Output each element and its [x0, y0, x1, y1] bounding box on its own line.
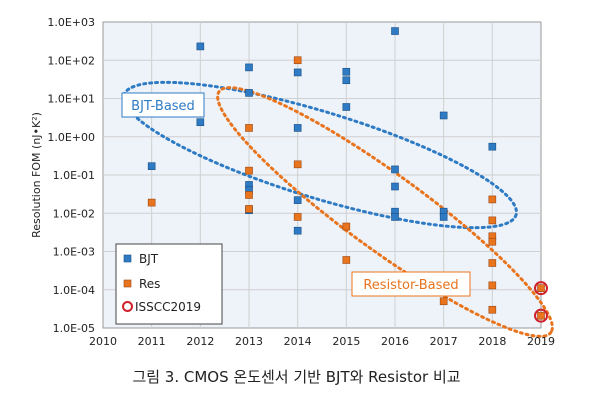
res-point	[293, 56, 302, 65]
bjt-point	[147, 162, 156, 170]
bjt-point	[391, 213, 399, 221]
x-tick-label: 2012	[186, 335, 214, 348]
y-tick-label: 1.0E+00	[47, 131, 95, 144]
bjt-point	[439, 111, 448, 120]
y-axis-label: Resolution FOM (nJ•K²)	[30, 112, 43, 238]
legend-res-swatch	[123, 279, 132, 288]
x-tick-label: 2010	[89, 335, 117, 348]
bjt-point	[439, 213, 448, 221]
bjt-point	[245, 63, 253, 72]
bjt-point	[293, 124, 302, 132]
res-point	[488, 237, 497, 246]
bjt-point	[293, 68, 302, 77]
x-tick-label: 2013	[235, 335, 263, 348]
bjt-point	[342, 76, 351, 85]
res-point	[488, 195, 497, 204]
resistor-based-label: Resistor-Based	[363, 278, 458, 293]
y-tick-label: 1.0E+01	[47, 93, 95, 106]
legend: BJT Res ISSCC2019	[115, 243, 223, 325]
x-tick-label: 2014	[284, 335, 312, 348]
y-tick-label: 1.0E-05	[53, 322, 95, 335]
res-point	[245, 191, 253, 199]
x-tick-label: 2018	[478, 335, 506, 348]
isscc2019-point-fill	[537, 311, 545, 320]
resolution-fom-chart: 2010 2011 2012 2013 2014 2015 2016 2017 2018 2019…	[30, 16, 555, 348]
y-tick-label: 1.0E-03	[53, 246, 95, 259]
legend-bjt-swatch	[123, 254, 132, 263]
bjt-point	[342, 103, 351, 111]
res-point	[488, 216, 497, 225]
x-tick-label: 2017	[430, 335, 458, 348]
legend-isscc-label: ISSCC2019	[135, 300, 201, 314]
res-point	[245, 205, 253, 213]
data-points	[147, 27, 548, 323]
bjt-point	[196, 118, 205, 127]
res-point	[439, 297, 448, 306]
res-point	[488, 305, 497, 314]
legend-bjt-label: BJT	[139, 252, 159, 266]
y-tick-label: 1.0E+02	[47, 54, 95, 67]
isscc2019-point-fill	[537, 284, 545, 292]
res-point	[293, 160, 302, 169]
bjt-based-label-box: BJT-Based	[121, 92, 205, 118]
res-point	[245, 124, 253, 132]
bjt-point	[293, 226, 302, 235]
res-point	[293, 213, 302, 221]
bjt-point	[196, 42, 205, 51]
res-point	[488, 259, 497, 267]
bjt-point	[391, 165, 399, 174]
resistor-based-ellipse	[216, 86, 554, 338]
res-point	[342, 256, 351, 264]
res-point	[245, 166, 253, 175]
bjt-point	[391, 27, 399, 35]
y-tick-label: 1.0E-01	[53, 169, 95, 182]
isscc2019-point	[534, 281, 548, 296]
x-tick-label: 2015	[332, 335, 360, 348]
x-tick-label: 2019	[527, 335, 555, 348]
res-point	[342, 222, 351, 231]
res-point	[147, 198, 156, 207]
x-tick-label: 2011	[138, 335, 166, 348]
bjt-point	[293, 196, 302, 204]
x-tick-label: 2016	[381, 335, 409, 348]
figure-caption: 그림 3. CMOS 온도센서 기반 BJT와 Resistor 비교	[132, 368, 461, 386]
bjt-point	[342, 67, 351, 76]
legend-res-label: Res	[139, 277, 160, 291]
resistor-based-label-box: Resistor-Based	[351, 271, 471, 297]
y-tick-label: 1.0E-04	[53, 284, 95, 297]
y-tick-label: 1.0E-02	[53, 207, 95, 220]
legend-isscc-swatch	[122, 301, 133, 312]
isscc2019-point	[534, 308, 548, 323]
y-tick-label: 1.0E+03	[47, 16, 95, 29]
bjt-point	[391, 182, 399, 191]
legend-box	[115, 243, 223, 325]
res-point	[488, 281, 497, 290]
bjt-point	[245, 89, 253, 97]
bjt-point	[488, 142, 497, 151]
axes: 2010 2011 2012 2013 2014 2015 2016 2017 2018 2019…	[47, 16, 555, 348]
bjt-based-label: BJT-Based	[131, 99, 195, 114]
